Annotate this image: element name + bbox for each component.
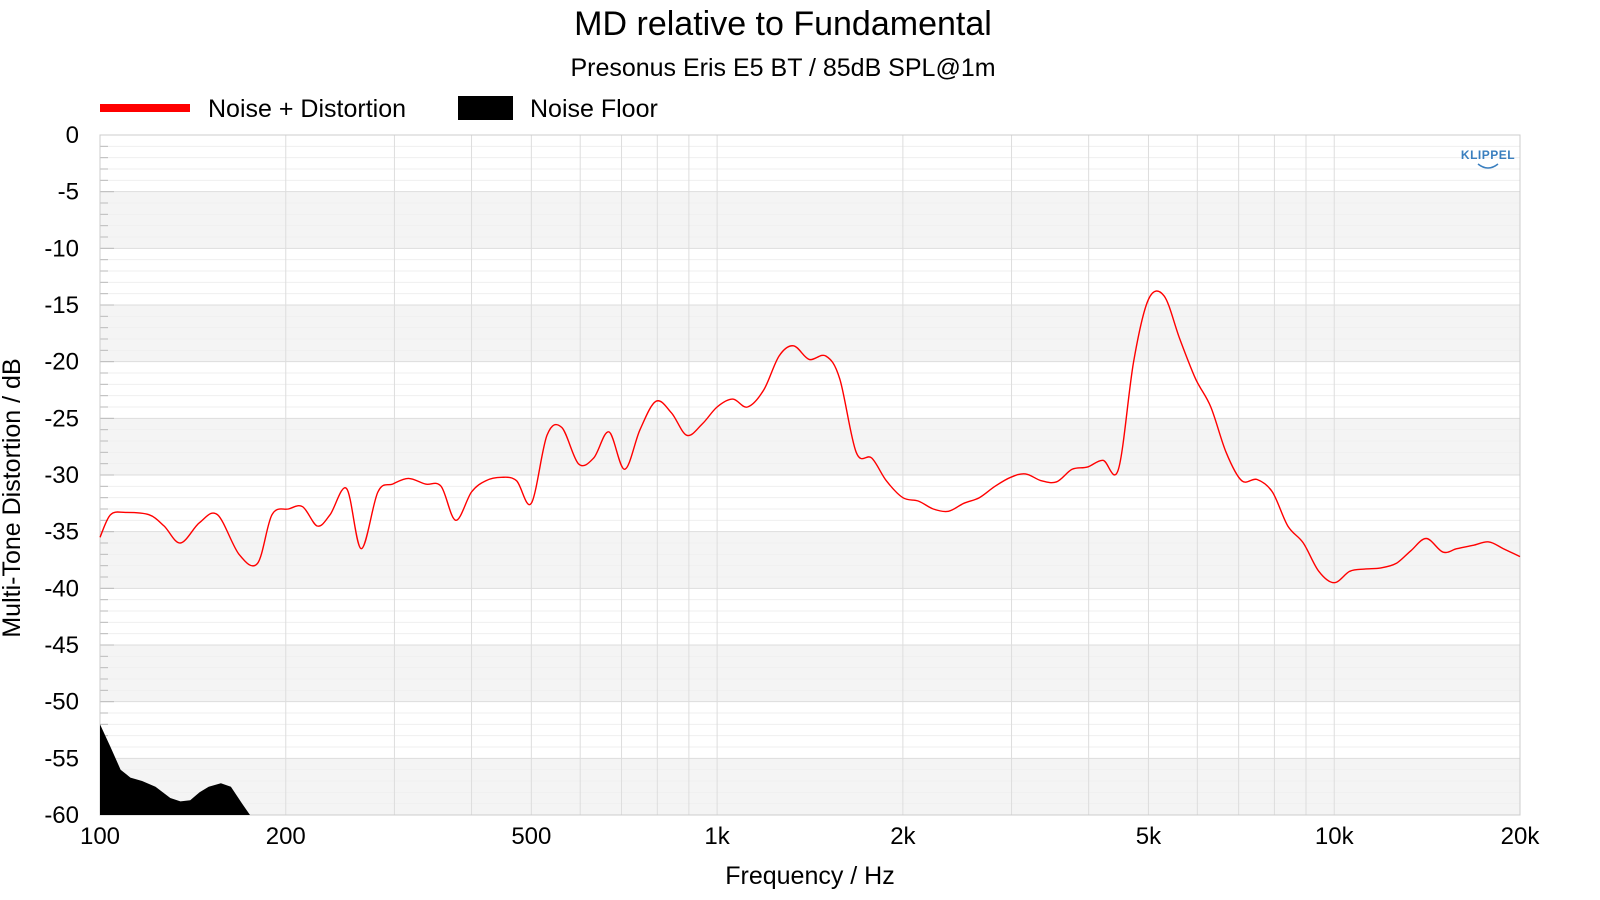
x-tick-label: 5k: [1136, 823, 1162, 850]
series-noise-distortion-line: [99, 290, 1521, 584]
x-tick-label: 1k: [704, 823, 730, 850]
chart-subtitle: Presonus Eris E5 BT / 85dB SPL@1m: [570, 54, 995, 82]
y-tick-label: -30: [44, 462, 79, 489]
y-tick-label: 0: [66, 122, 79, 149]
grid-band: [100, 418, 1520, 475]
y-tick-label: -35: [44, 519, 79, 546]
legend-label-noise-floor: Noise Floor: [530, 95, 658, 123]
klippel-logo-arc: [1477, 163, 1499, 169]
plot-frame: [99, 134, 1521, 816]
series-noise-floor-area: [100, 724, 261, 815]
klippel-logo-text: KLIPPEL: [1461, 148, 1515, 162]
y-tick-label: -50: [44, 689, 79, 716]
grid-band: [100, 531, 1520, 589]
y-tick-label: -55: [44, 745, 79, 772]
x-tick-label: 2k: [890, 823, 916, 850]
y-axis-label: Multi-Tone Distortion / dB: [0, 358, 26, 637]
y-tick-label: -45: [44, 632, 79, 659]
y-tick-label: -5: [58, 179, 79, 206]
grid-band: [100, 758, 1520, 815]
legend: Noise + Distortion Noise Floor: [100, 95, 658, 123]
y-tick-label: -20: [44, 349, 79, 376]
x-tick-label: 10k: [1315, 823, 1355, 850]
grid-band: [100, 191, 1520, 249]
x-tick-label: 20k: [1501, 823, 1541, 850]
chart-title: MD relative to Fundamental: [574, 5, 992, 43]
x-axis-label: Frequency / Hz: [725, 862, 895, 890]
x-tick-label: 100: [80, 823, 120, 850]
x-tick-label: 500: [511, 823, 551, 850]
y-tick-label: -60: [44, 802, 79, 829]
grid-band: [100, 645, 1520, 702]
grid-band: [100, 305, 1520, 362]
klippel-logo: KLIPPEL: [1461, 148, 1515, 169]
y-tick-label: -25: [44, 405, 79, 432]
x-tick-label: 200: [266, 823, 306, 850]
y-tick-label: -15: [44, 292, 79, 319]
legend-label-noise-distortion: Noise + Distortion: [208, 95, 406, 123]
y-tick-label: -40: [44, 575, 79, 602]
legend-swatch-noise-distortion: [100, 104, 190, 112]
legend-swatch-noise-floor: [458, 96, 513, 120]
y-tick-label: -10: [44, 235, 79, 262]
